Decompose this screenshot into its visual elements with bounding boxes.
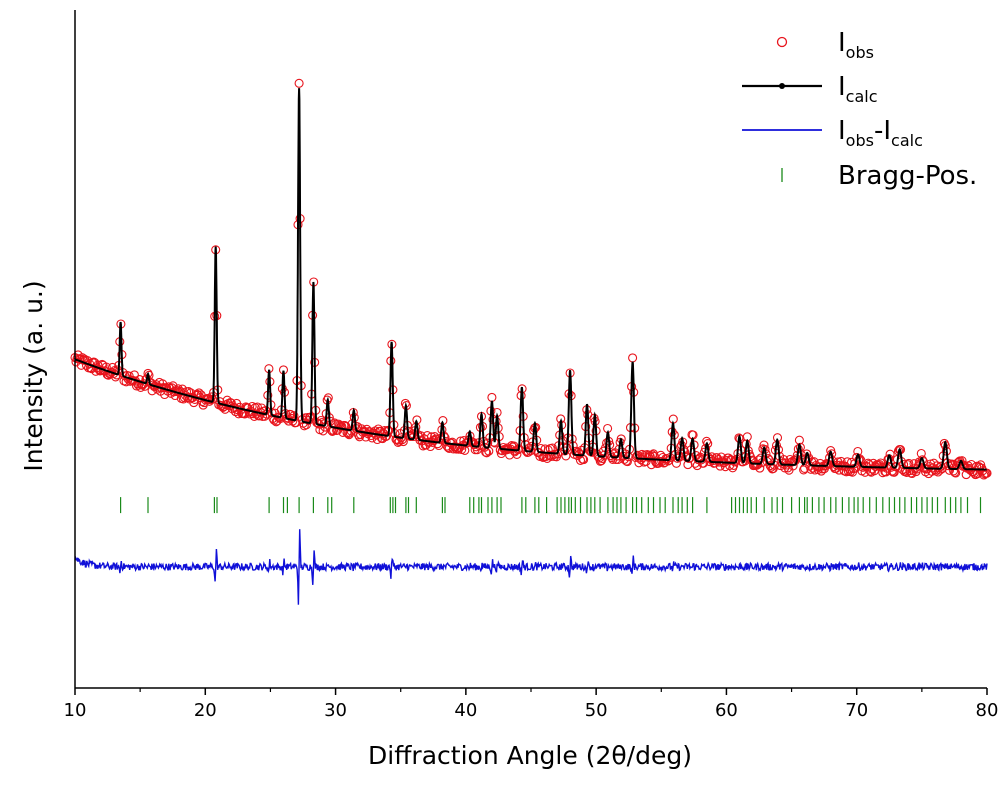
legend-label: Icalc bbox=[838, 72, 878, 106]
legend-marker-dot bbox=[779, 83, 785, 89]
iobs-point bbox=[482, 448, 492, 458]
iobs-point bbox=[917, 455, 927, 465]
iobs-point bbox=[935, 465, 945, 475]
x-tick-label: 70 bbox=[845, 700, 868, 721]
legend: Iobs Icalc Iobs-Icalc Bragg-Pos. bbox=[742, 28, 977, 191]
legend-item: Iobs-Icalc bbox=[742, 116, 923, 150]
iobs-point bbox=[982, 468, 992, 478]
legend-marker-circle bbox=[776, 36, 788, 48]
iobs-point bbox=[672, 453, 682, 463]
iobs-point bbox=[487, 392, 497, 402]
iobs-point bbox=[294, 78, 304, 88]
iobs-point bbox=[752, 460, 762, 470]
x-tick-label: 10 bbox=[64, 700, 87, 721]
legend-item: Icalc bbox=[742, 72, 878, 106]
iobs-point bbox=[372, 434, 382, 445]
legend-item: Iobs bbox=[776, 28, 874, 62]
x-tick-label: 30 bbox=[324, 700, 347, 721]
iobs-point bbox=[860, 467, 870, 477]
iobs-point bbox=[260, 411, 270, 421]
x-tick-label: 60 bbox=[715, 700, 738, 721]
legend-label: Iobs-Icalc bbox=[838, 116, 923, 150]
x-axis-title: Diffraction Angle (2θ/deg) bbox=[368, 741, 692, 770]
x-tick-label: 50 bbox=[585, 700, 608, 721]
x-tick-label: 80 bbox=[976, 700, 999, 721]
iobs-point bbox=[313, 418, 323, 428]
iobs-point bbox=[93, 360, 103, 370]
axes: 10 20 30 40 50 60 70 80 bbox=[64, 10, 999, 721]
iobs-point bbox=[397, 435, 407, 445]
iobs-point bbox=[523, 447, 533, 457]
iobs-point bbox=[252, 402, 262, 412]
iobs-point bbox=[422, 431, 432, 441]
x-tick-label: 40 bbox=[454, 700, 477, 721]
series-icalc-line bbox=[74, 88, 987, 471]
iobs-point bbox=[899, 460, 909, 470]
y-axis-title: Intensity (a. u.) bbox=[19, 280, 48, 471]
iobs-point bbox=[505, 450, 515, 460]
iobs-point bbox=[628, 353, 638, 363]
iobs-point bbox=[949, 466, 959, 476]
legend-label: Iobs bbox=[838, 28, 874, 62]
iobs-point bbox=[194, 388, 204, 398]
iobs-point bbox=[913, 461, 923, 471]
iobs-point bbox=[243, 403, 253, 413]
series-bragg-positions bbox=[119, 497, 982, 514]
series-difference-line bbox=[74, 529, 988, 605]
legend-item: Bragg-Pos. bbox=[781, 161, 977, 191]
iobs-point bbox=[301, 420, 311, 430]
iobs-point bbox=[808, 463, 818, 473]
legend-label: Bragg-Pos. bbox=[838, 161, 977, 191]
plot-area bbox=[70, 78, 992, 605]
x-tick-label: 20 bbox=[194, 700, 217, 721]
